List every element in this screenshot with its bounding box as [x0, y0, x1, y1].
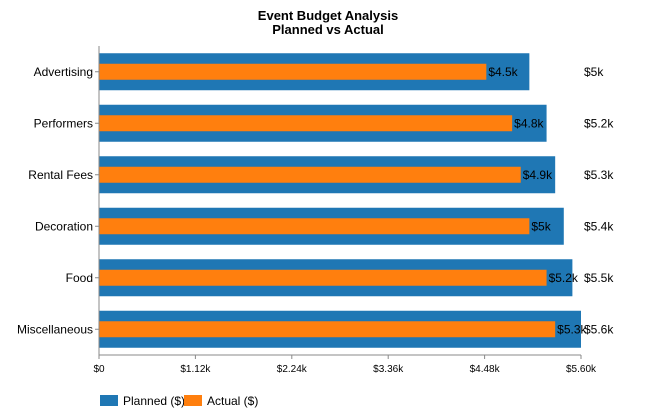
- legend-label: Actual ($): [207, 394, 258, 408]
- planned-value-label: $5k: [584, 65, 604, 79]
- actual-value-label: $5.3k: [557, 322, 587, 336]
- planned-value-label: $5.2k: [584, 116, 614, 130]
- category-label: Performers: [34, 116, 93, 130]
- x-tick-label: $4.48k: [470, 364, 501, 375]
- actual-value-label: $5k: [531, 219, 551, 233]
- chart-subtitle: Planned vs Actual: [272, 22, 384, 37]
- x-tick-label: $0: [93, 364, 105, 375]
- planned-value-label: $5.3k: [584, 168, 614, 182]
- actual-bar: [99, 115, 513, 132]
- actual-bar: [99, 321, 556, 338]
- x-tick-label: $5.60k: [566, 364, 597, 375]
- x-tick-label: $2.24k: [277, 364, 308, 375]
- planned-value-label: $5.4k: [584, 219, 614, 233]
- x-tick-label: $1.12k: [180, 364, 211, 375]
- actual-bar: [99, 218, 530, 235]
- category-label: Decoration: [35, 219, 93, 233]
- actual-bar: [99, 269, 547, 286]
- x-tick-label: $3.36k: [373, 364, 404, 375]
- category-label: Miscellaneous: [17, 322, 93, 336]
- legend-swatch: [100, 395, 118, 406]
- actual-bar: [99, 166, 521, 183]
- category-label: Food: [66, 271, 93, 285]
- legend-label: Planned ($): [123, 394, 185, 408]
- chart-title: Event Budget Analysis: [258, 8, 398, 23]
- category-label: Rental Fees: [28, 168, 93, 182]
- plot-area: Advertising $4.5k $5k Performers $4.8k $5.2k R…: [17, 46, 614, 375]
- category-label: Advertising: [34, 65, 93, 79]
- planned-value-label: $5.6k: [584, 322, 614, 336]
- actual-value-label: $5.2k: [549, 271, 579, 285]
- legend-swatch: [184, 395, 202, 406]
- legend: Planned ($) Actual ($): [100, 394, 258, 408]
- actual-value-label: $4.5k: [488, 65, 518, 79]
- actual-bar: [99, 63, 487, 80]
- actual-value-label: $4.8k: [514, 116, 544, 130]
- actual-value-label: $4.9k: [523, 168, 553, 182]
- planned-value-label: $5.5k: [584, 271, 614, 285]
